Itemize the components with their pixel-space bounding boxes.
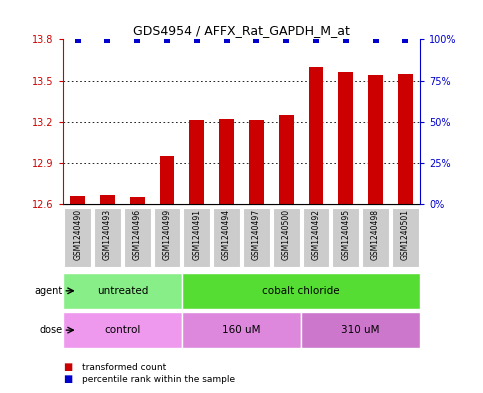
Title: GDS4954 / AFFX_Rat_GAPDH_M_at: GDS4954 / AFFX_Rat_GAPDH_M_at xyxy=(133,24,350,37)
Point xyxy=(223,37,230,43)
Text: 160 uM: 160 uM xyxy=(222,325,261,335)
Point xyxy=(342,37,350,43)
Text: ■: ■ xyxy=(63,362,72,373)
Bar xyxy=(279,115,294,204)
Text: GSM1240498: GSM1240498 xyxy=(371,209,380,260)
Text: control: control xyxy=(104,325,141,335)
Point xyxy=(282,37,290,43)
Bar xyxy=(398,74,413,204)
Point xyxy=(312,37,320,43)
Bar xyxy=(94,208,121,267)
Bar xyxy=(392,208,419,267)
Point xyxy=(401,37,409,43)
Text: GSM1240499: GSM1240499 xyxy=(163,209,171,260)
Text: GSM1240496: GSM1240496 xyxy=(133,209,142,260)
Bar xyxy=(273,208,299,267)
Bar xyxy=(154,208,181,267)
Text: agent: agent xyxy=(34,286,62,296)
Text: GSM1240497: GSM1240497 xyxy=(252,209,261,260)
Point xyxy=(74,37,82,43)
Text: GSM1240501: GSM1240501 xyxy=(401,209,410,260)
Text: ■: ■ xyxy=(63,374,72,384)
Text: dose: dose xyxy=(39,325,62,335)
Bar xyxy=(159,156,174,204)
Bar xyxy=(182,273,420,309)
Text: GSM1240494: GSM1240494 xyxy=(222,209,231,260)
Bar xyxy=(249,121,264,204)
Point xyxy=(253,37,260,43)
Point xyxy=(163,37,171,43)
Text: percentile rank within the sample: percentile rank within the sample xyxy=(82,375,235,384)
Bar xyxy=(124,208,151,267)
Bar xyxy=(63,312,182,348)
Text: GSM1240492: GSM1240492 xyxy=(312,209,320,260)
Text: GSM1240493: GSM1240493 xyxy=(103,209,112,260)
Text: GSM1240490: GSM1240490 xyxy=(73,209,82,260)
Bar xyxy=(182,312,301,348)
Point xyxy=(133,37,141,43)
Bar xyxy=(213,208,240,267)
Bar xyxy=(100,195,115,204)
Point xyxy=(193,37,201,43)
Bar xyxy=(130,198,145,204)
Bar xyxy=(301,312,420,348)
Bar xyxy=(189,121,204,204)
Text: cobalt chloride: cobalt chloride xyxy=(262,286,340,296)
Text: transformed count: transformed count xyxy=(82,363,166,372)
Bar xyxy=(243,208,270,267)
Bar xyxy=(332,208,359,267)
Bar xyxy=(338,72,353,204)
Point xyxy=(104,37,112,43)
Text: untreated: untreated xyxy=(97,286,148,296)
Bar xyxy=(63,273,182,309)
Text: GSM1240500: GSM1240500 xyxy=(282,209,291,260)
Bar xyxy=(309,67,324,204)
Bar xyxy=(302,208,329,267)
Bar xyxy=(362,208,389,267)
Bar xyxy=(368,75,383,204)
Point xyxy=(372,37,380,43)
Bar xyxy=(64,208,91,267)
Bar xyxy=(219,119,234,204)
Bar xyxy=(184,208,210,267)
Text: GSM1240495: GSM1240495 xyxy=(341,209,350,260)
Text: 310 uM: 310 uM xyxy=(341,325,380,335)
Text: GSM1240491: GSM1240491 xyxy=(192,209,201,260)
Bar xyxy=(70,196,85,204)
